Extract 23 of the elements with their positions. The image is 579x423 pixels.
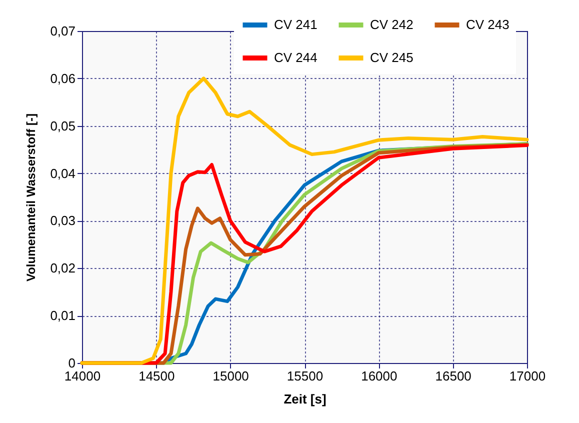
legend-label: CV 242 [370,17,414,32]
x-tick-label: 16500 [435,368,472,384]
y-axis-title: Volumenanteil Wasserstoff [-] [24,113,38,282]
line-series [80,76,529,365]
y-tick-label: 0,07 [50,24,76,38]
x-tick-label: 15500 [286,368,324,384]
y-tick-label: 0,05 [50,118,76,134]
x-tick-label: 14000 [64,368,101,384]
x-axis-title: Zeit [s] [284,392,326,406]
y-tick-label: 0,06 [50,70,76,86]
legend-label: CV 243 [466,17,510,32]
x-tick-label: 14500 [138,368,175,384]
x-tick-label: 17000 [509,368,546,384]
x-tick-label: 15000 [212,368,249,384]
y-tick-label: 0,02 [50,260,76,276]
y-tick-label: 0,01 [50,308,76,324]
y-tick-label: 0,03 [50,213,76,228]
x-tick-label: 16000 [361,368,398,384]
y-tick-label: 0 [68,356,76,370]
y-tick-label: 0,04 [50,166,76,181]
legend-label: CV 241 [274,17,318,32]
legend-label: CV 245 [370,50,414,65]
legend-label: CV 244 [274,50,318,65]
